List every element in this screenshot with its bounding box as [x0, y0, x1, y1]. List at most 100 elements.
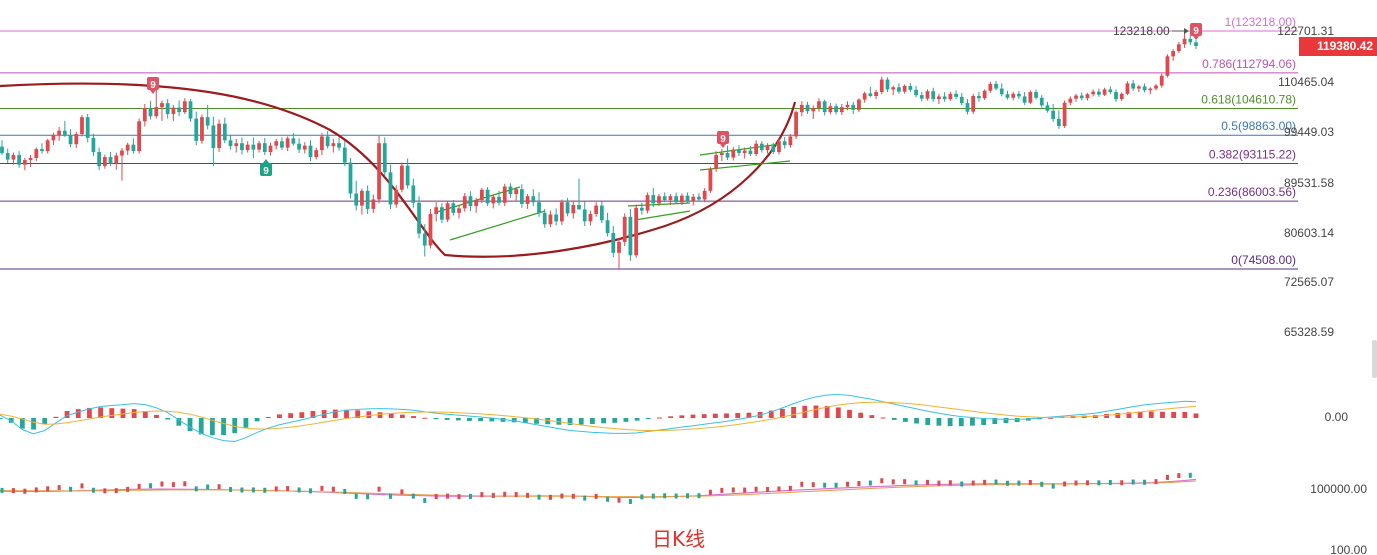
candle [1062, 100, 1067, 128]
candle [125, 142, 130, 156]
candle [662, 192, 667, 203]
candle [182, 98, 187, 114]
lower-line-fast [0, 478, 1197, 499]
macd-bar [824, 406, 830, 418]
candle [51, 132, 56, 146]
macd-bar [344, 409, 349, 418]
lower-candle [526, 492, 530, 498]
candle [1057, 110, 1061, 129]
candle [937, 93, 941, 105]
candle [1039, 95, 1044, 108]
candle [262, 137, 267, 156]
candle [451, 200, 456, 216]
lower-candle [1097, 480, 1101, 486]
candle [697, 192, 701, 202]
candle [411, 178, 416, 208]
candle [599, 201, 604, 224]
candle [102, 154, 107, 169]
candle [942, 92, 947, 102]
lower-candle [1085, 480, 1089, 486]
lower-candle [1120, 480, 1124, 486]
candle [1102, 87, 1107, 97]
candle [1051, 104, 1056, 122]
candle [120, 148, 124, 181]
candle [817, 98, 821, 112]
candle [22, 158, 27, 171]
macd-bar [131, 409, 137, 418]
rounded-bottom-arc-curve [0, 82, 797, 258]
macd-bar [355, 410, 361, 418]
candle [148, 100, 153, 120]
candle [959, 92, 964, 106]
candle [828, 103, 833, 115]
lower-candle [583, 495, 587, 501]
candle [748, 146, 753, 157]
candle [40, 143, 44, 154]
lower-candle [251, 487, 255, 493]
lower-candle [160, 481, 164, 487]
macd-panel [0, 393, 1199, 443]
macd-bar [265, 417, 271, 419]
candle [971, 93, 976, 114]
candle [1005, 90, 1010, 100]
lower-candle [491, 492, 495, 498]
candle [45, 138, 50, 154]
lower-candle [377, 486, 381, 492]
macd-bar [1148, 411, 1154, 418]
candle [582, 201, 587, 226]
candle [822, 99, 827, 116]
candle [531, 189, 536, 207]
fib-label-2: 0.618(104610.78) [1201, 92, 1296, 106]
macd-bar [970, 418, 975, 426]
candle [1148, 87, 1153, 95]
candle [588, 210, 593, 226]
macd-bar [310, 411, 316, 418]
candle [765, 143, 770, 154]
candle [0, 140, 4, 156]
macd-bar [578, 418, 584, 425]
macd-bar [1104, 413, 1109, 418]
candle [291, 133, 296, 146]
candle [5, 148, 10, 164]
lower-candle [1028, 480, 1032, 486]
macd-bar [623, 418, 629, 422]
lower-candle [171, 482, 175, 488]
signal-marker-2: 9 [717, 131, 729, 148]
candle [302, 142, 307, 154]
macd-bar [902, 418, 908, 422]
lower-candle [468, 493, 472, 499]
lower-candle [297, 487, 301, 493]
high-arrowhead [1184, 28, 1189, 34]
candle [274, 138, 279, 150]
candle [325, 131, 330, 149]
scroll-handle[interactable] [1372, 340, 1377, 378]
candle [1159, 73, 1164, 88]
macd-bar [936, 418, 942, 426]
macd-bar [254, 418, 260, 422]
candle [537, 192, 541, 217]
candle [422, 224, 427, 257]
candle [228, 135, 233, 150]
lower-candle [834, 482, 838, 488]
candle [657, 194, 661, 207]
macd-bar [958, 418, 964, 427]
macd-bar [813, 405, 819, 418]
candle [131, 138, 136, 154]
candle [977, 92, 981, 102]
signal-marker-0: 9 [147, 77, 159, 94]
price-tick-4: 80603.14 [1284, 226, 1334, 240]
candle [354, 180, 359, 211]
current-price-tag: 119380.42 [1299, 37, 1377, 56]
candle [617, 237, 621, 269]
lower-candle [560, 493, 564, 499]
candle [714, 151, 719, 172]
lower-candle [743, 487, 747, 493]
vol-tick-0: 100000.00 [1310, 482, 1367, 496]
candle [1108, 86, 1113, 95]
chart-caption: 日K线 [652, 527, 706, 551]
lower-candle [23, 488, 27, 494]
candle [1074, 93, 1078, 102]
candle [348, 158, 353, 199]
macd-bar [690, 414, 696, 418]
